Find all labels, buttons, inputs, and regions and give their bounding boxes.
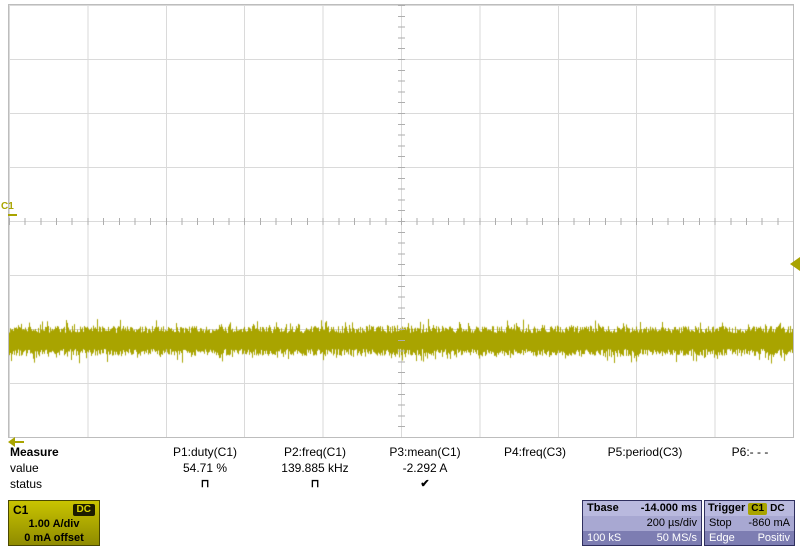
trigger-time-marker-icon[interactable] [8,437,24,447]
channel1-zero-marker[interactable]: C1 [1,201,14,212]
trigger-slope: Positiv [757,532,790,544]
measure-param-name-p1[interactable]: P1:duty(C1) [172,445,238,459]
measure-value-p5 [590,461,700,477]
timebase-scale: 200 µs/div [583,516,701,531]
trigger-mode: Stop [709,517,732,529]
measure-title: Measure [10,445,59,459]
trigger-coupling: DC [770,503,785,514]
channel1-label: C1 [13,502,29,517]
center-horizontal-axis-ticks [9,217,793,225]
trigger-level: -860 mA [748,517,790,529]
measure-param-name-p6[interactable]: P6:- - - [731,445,769,459]
graticule [8,4,794,438]
measure-status-p4 [480,477,590,493]
measure-status-p2-pulse-icon: ⊓ [310,478,320,490]
measure-status-p1-pulse-icon: ⊓ [200,478,210,490]
timebase-samples: 100 kS [587,532,622,544]
measure-status-p5 [590,477,700,493]
trigger-label: Trigger [708,502,746,514]
trigger-type: Edge [709,532,735,544]
measure-value-row-label: value [10,461,39,475]
timebase-rate: 50 MS/s [656,532,697,544]
timebase-delay: -14.000 ms [640,502,697,514]
measure-status-p3-check-icon: ✔ [420,478,430,490]
measure-param-name-p3[interactable]: P3:mean(C1) [389,445,461,459]
timebase-descriptor-box[interactable]: Tbase -14.000 ms 200 µs/div 100 kS 50 MS… [582,500,702,546]
measure-table: Measure P1:duty(C1) P2:freq(C1) P3:mean(… [0,445,800,493]
measure-param-name-p5[interactable]: P5:period(C3) [607,445,683,459]
channel1-coupling-badge: DC [72,503,95,516]
measure-param-name-p2[interactable]: P2:freq(C1) [283,445,347,459]
channel1-offset: 0 mA offset [24,532,84,544]
measure-value-p6 [700,461,800,477]
measure-status-row-label: status [10,477,43,491]
measure-value-p3: -2.292 A [402,461,448,475]
timebase-label: Tbase [587,502,619,514]
trigger-descriptor-box[interactable]: Trigger C1 DC Stop -860 mA Edge Positiv [704,500,795,546]
measure-value-p4 [480,461,590,477]
trigger-level-marker-icon[interactable] [790,257,800,271]
measure-value-p2: 139.885 kHz [281,461,349,475]
measure-param-name-p4[interactable]: P4:freq(C3) [503,445,567,459]
channel1-descriptor-box[interactable]: C1 DC 1.00 A/div 0 mA offset [8,500,100,546]
measure-status-p6 [700,477,800,493]
trigger-source-badge: C1 [748,502,768,515]
channel1-zero-tick [8,214,17,216]
channel1-scale: 1.00 A/div [28,518,80,530]
measure-value-p1: 54.71 % [182,461,228,475]
